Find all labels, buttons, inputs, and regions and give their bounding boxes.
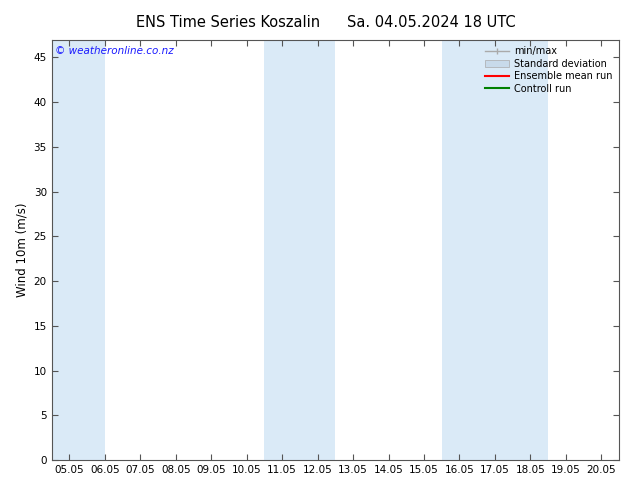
Bar xyxy=(264,40,335,460)
Y-axis label: Wind 10m (m/s): Wind 10m (m/s) xyxy=(15,202,28,297)
Text: ENS Time Series Koszalin: ENS Time Series Koszalin xyxy=(136,15,320,30)
Text: Sa. 04.05.2024 18 UTC: Sa. 04.05.2024 18 UTC xyxy=(347,15,515,30)
Bar xyxy=(51,40,105,460)
Text: © weatheronline.co.nz: © weatheronline.co.nz xyxy=(55,46,173,56)
Legend: min/max, Standard deviation, Ensemble mean run, Controll run: min/max, Standard deviation, Ensemble me… xyxy=(482,45,614,96)
Bar xyxy=(442,40,548,460)
